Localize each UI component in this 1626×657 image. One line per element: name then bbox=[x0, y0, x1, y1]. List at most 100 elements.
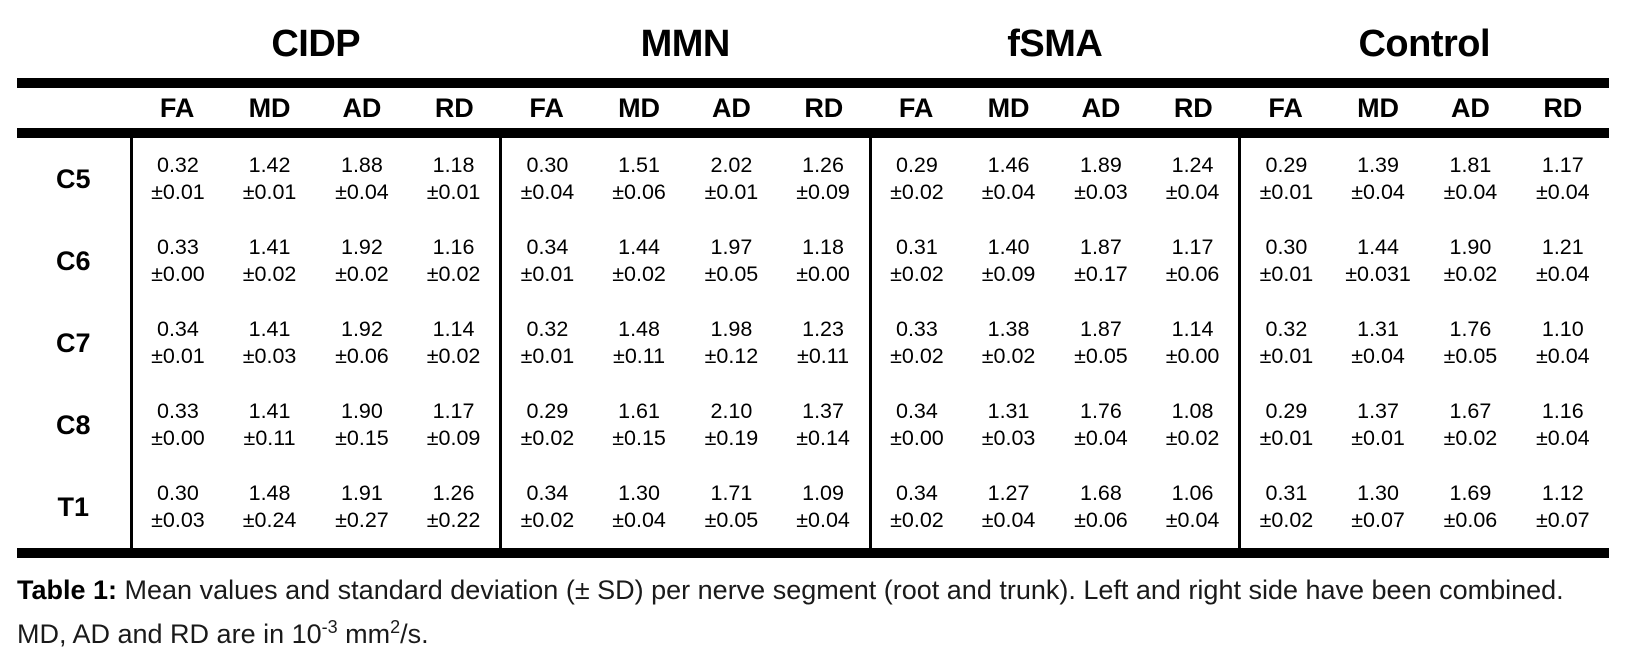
cell-mean: 1.92 bbox=[341, 235, 383, 259]
cell-sd: ±0.02 bbox=[890, 344, 944, 368]
cell-mean: 0.31 bbox=[896, 235, 938, 259]
cell-mean: 0.29 bbox=[526, 399, 569, 423]
cell-mean: 1.97 bbox=[710, 235, 753, 259]
cell-c6-fsma-md: 1.40 ±0.09 bbox=[962, 220, 1054, 302]
row-label-t1: T1 bbox=[17, 466, 133, 558]
cell-sd: ±0.06 bbox=[612, 180, 666, 204]
cell-sd: ±0.06 bbox=[335, 344, 389, 368]
cell-mean: 0.31 bbox=[1265, 481, 1308, 505]
row-label-c5: C5 bbox=[17, 133, 133, 220]
cell-c6-control-fa: 0.30 ±0.01 bbox=[1240, 220, 1332, 302]
metric-header-mmn-fa: FA bbox=[500, 83, 593, 138]
cell-sd: ±0.15 bbox=[335, 426, 389, 450]
cell-c8-mmn-fa: 0.29 ±0.02 bbox=[501, 384, 593, 466]
table-caption: Table 1: Mean values and standard deviat… bbox=[17, 568, 1613, 656]
cell-c8-mmn-md: 1.61 ±0.15 bbox=[593, 384, 685, 466]
cell-mean: 1.81 bbox=[1449, 153, 1492, 177]
cell-c7-control-md: 1.31 ±0.04 bbox=[1332, 302, 1424, 384]
cell-c5-fsma-ad: 1.89 ±0.03 bbox=[1055, 133, 1147, 220]
cell-c6-fsma-ad: 1.87 ±0.17 bbox=[1055, 220, 1147, 302]
cell-mean: 1.26 bbox=[432, 481, 475, 505]
cell-mean: 1.16 bbox=[432, 235, 475, 259]
cell-mean: 1.98 bbox=[710, 317, 753, 341]
group-header-fsma: fSMA bbox=[870, 0, 1240, 88]
cell-c8-mmn-rd: 1.37 ±0.14 bbox=[777, 384, 872, 466]
cell-sd: ±0.04 bbox=[1535, 262, 1590, 286]
cell-c6-mmn-ad: 1.97 ±0.05 bbox=[685, 220, 777, 302]
metric-header-fsma-fa: FA bbox=[870, 83, 963, 138]
cell-t1-fsma-rd: 1.06 ±0.04 bbox=[1147, 466, 1242, 558]
table-row-t1: T1 0.30 ±0.03 1.48 ±0.24 1.91 ±0.27 1.26 ±0.22 0.… bbox=[17, 466, 1609, 558]
metric-header-control-ad: AD bbox=[1424, 83, 1517, 138]
cell-sd: ±0.12 bbox=[704, 344, 759, 368]
cell-sd: ±0.01 bbox=[1259, 180, 1314, 204]
cell-mean: 1.24 bbox=[1171, 153, 1214, 177]
cell-sd: ±0.11 bbox=[243, 426, 296, 450]
cell-mean: 1.37 bbox=[1357, 399, 1399, 423]
cell-c7-fsma-fa: 0.33 ±0.02 bbox=[870, 302, 962, 384]
cell-c7-cidp-rd: 1.14 ±0.02 bbox=[408, 302, 503, 384]
cell-c5-mmn-fa: 0.30 ±0.04 bbox=[501, 133, 593, 220]
cell-c8-fsma-rd: 1.08 ±0.02 bbox=[1147, 384, 1242, 466]
cell-mean: 0.32 bbox=[526, 317, 569, 341]
metric-header-cidp-rd: RD bbox=[408, 83, 501, 138]
table-row-c8: C8 0.33 ±0.00 1.41 ±0.11 1.90 ±0.15 1.17 ±0.09 0.… bbox=[17, 384, 1609, 466]
cell-sd: ±0.02 bbox=[335, 262, 389, 286]
cell-mean: 1.17 bbox=[432, 399, 475, 423]
cell-mean: 0.34 bbox=[896, 399, 938, 423]
cell-sd: ±0.04 bbox=[1074, 426, 1128, 450]
cell-sd: ±0.02 bbox=[1443, 426, 1498, 450]
cell-mean: 1.67 bbox=[1449, 399, 1492, 423]
cell-sd: ±0.03 bbox=[981, 426, 1036, 450]
metric-header-mmn-ad: AD bbox=[685, 83, 778, 138]
cell-c5-control-md: 1.39 ±0.04 bbox=[1332, 133, 1424, 220]
cell-c7-mmn-md: 1.48 ±0.11 bbox=[593, 302, 685, 384]
cell-sd: ±0.19 bbox=[704, 426, 759, 450]
cell-sd: ±0.01 bbox=[1259, 344, 1314, 368]
cell-mean: 1.71 bbox=[710, 481, 753, 505]
dti-metrics-table: CIDP MMN fSMA Control FA MD AD RD FA MD AD RD FA MD A… bbox=[17, 0, 1609, 558]
cell-c6-mmn-md: 1.44 ±0.02 bbox=[593, 220, 685, 302]
cell-mean: 0.33 bbox=[157, 235, 199, 259]
cell-mean: 1.31 bbox=[1357, 317, 1399, 341]
cell-c8-cidp-md: 1.41 ±0.11 bbox=[223, 384, 315, 466]
cell-t1-cidp-ad: 1.91 ±0.27 bbox=[315, 466, 409, 558]
cell-sd: ±0.01 bbox=[1351, 426, 1405, 450]
metric-header-cidp-md: MD bbox=[223, 83, 316, 138]
group-header-row: CIDP MMN fSMA Control bbox=[17, 0, 1609, 88]
cell-c7-mmn-rd: 1.23 ±0.11 bbox=[777, 302, 872, 384]
cell-mean: 1.39 bbox=[1357, 153, 1399, 177]
cell-sd: ±0.04 bbox=[1535, 426, 1590, 450]
table-row-c6: C6 0.33 ±0.00 1.41 ±0.02 1.92 ±0.02 1.16 ±0.02 0.… bbox=[17, 220, 1609, 302]
cell-c5-control-ad: 1.81 ±0.04 bbox=[1424, 133, 1516, 220]
caption-superscript-exponent: -3 bbox=[321, 617, 338, 637]
cell-mean: 1.18 bbox=[432, 153, 475, 177]
cell-sd: ±0.00 bbox=[796, 262, 850, 286]
metric-header-cidp-fa: FA bbox=[131, 83, 224, 138]
cell-t1-fsma-ad: 1.68 ±0.06 bbox=[1054, 466, 1148, 558]
cell-sd: ±0.09 bbox=[796, 180, 850, 204]
cell-sd: ±0.27 bbox=[335, 508, 389, 532]
table-head: CIDP MMN fSMA Control FA MD AD RD FA MD AD RD FA MD A… bbox=[17, 0, 1609, 138]
cell-mean: 1.90 bbox=[1449, 235, 1492, 259]
cell-mean: 1.17 bbox=[1171, 235, 1214, 259]
cell-sd: ±0.01 bbox=[242, 180, 297, 204]
cell-mean: 1.40 bbox=[987, 235, 1030, 259]
cell-t1-fsma-md: 1.27 ±0.04 bbox=[962, 466, 1055, 558]
cell-mean: 1.21 bbox=[1541, 235, 1584, 259]
table-body: C5 0.32 ±0.01 1.42 ±0.01 1.88 ±0.04 1.18 ±0.01 0.… bbox=[17, 133, 1609, 558]
row-label-c6: C6 bbox=[17, 220, 133, 302]
row-label-c7: C7 bbox=[17, 302, 133, 384]
cell-sd: ±0.02 bbox=[981, 344, 1036, 368]
cell-sd: ±0.01 bbox=[1259, 262, 1314, 286]
cell-sd: ±0.04 bbox=[335, 180, 389, 204]
cell-sd: ±0.05 bbox=[704, 262, 759, 286]
cell-sd: ±0.17 bbox=[1074, 262, 1128, 286]
cell-c5-cidp-fa: 0.32 ±0.01 bbox=[131, 133, 223, 220]
cell-c6-mmn-rd: 1.18 ±0.00 bbox=[777, 220, 872, 302]
cell-c8-control-rd: 1.16 ±0.04 bbox=[1517, 384, 1609, 466]
cell-c8-cidp-fa: 0.33 ±0.00 bbox=[131, 384, 223, 466]
cell-mean: 1.17 bbox=[1541, 153, 1584, 177]
metric-header-fsma-md: MD bbox=[962, 83, 1055, 138]
